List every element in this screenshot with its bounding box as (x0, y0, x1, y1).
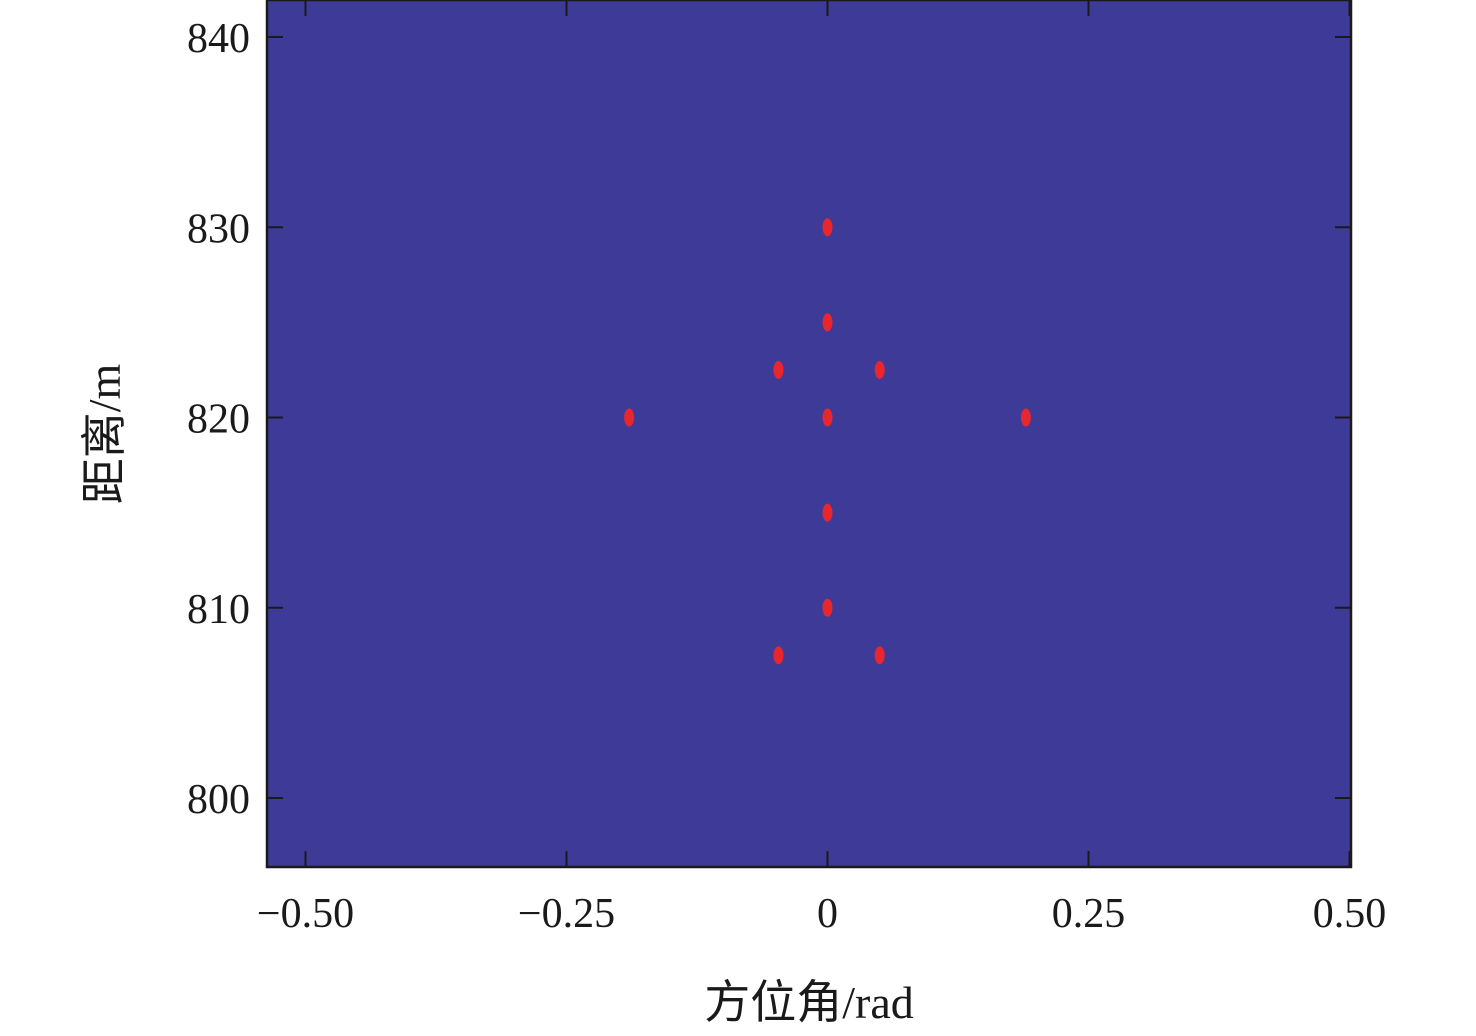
y-tick-label-4: 830 (187, 206, 250, 252)
y-tick-label-3: 820 (187, 397, 250, 443)
data-point-10 (773, 646, 784, 665)
x-axis-label: 方位角/rad (704, 977, 914, 1028)
axis-ticks (267, 0, 1351, 867)
x-tick-label-4: 0.25 (1052, 891, 1126, 937)
data-point-9 (822, 598, 833, 617)
data-point-2 (822, 313, 833, 332)
x-tick-label-1: −0.50 (257, 891, 354, 937)
data-point-6 (822, 408, 833, 427)
x-tick-label-2: −0.25 (518, 891, 615, 937)
y-axis-label: 距离/m (79, 364, 130, 505)
data-points (624, 218, 1031, 665)
data-point-4 (874, 360, 885, 379)
data-point-7 (1020, 408, 1031, 427)
plot-area (267, 0, 1351, 867)
data-point-5 (624, 408, 635, 427)
data-point-3 (773, 360, 784, 379)
x-tick-label-5: 0.50 (1313, 891, 1387, 937)
y-tick-label-5: 840 (187, 16, 250, 62)
plot-frame (265, 0, 1353, 869)
x-tick-labels: −0.50 −0.25 0 0.25 0.50 (257, 891, 1386, 937)
y-tick-labels: 800 810 820 830 840 (187, 16, 250, 823)
y-tick-label-1: 800 (187, 777, 250, 823)
x-tick-label-3: 0 (817, 891, 838, 937)
data-point-1 (822, 218, 833, 237)
data-point-8 (822, 503, 833, 522)
data-point-11 (874, 646, 885, 665)
y-tick-label-2: 810 (187, 587, 250, 633)
